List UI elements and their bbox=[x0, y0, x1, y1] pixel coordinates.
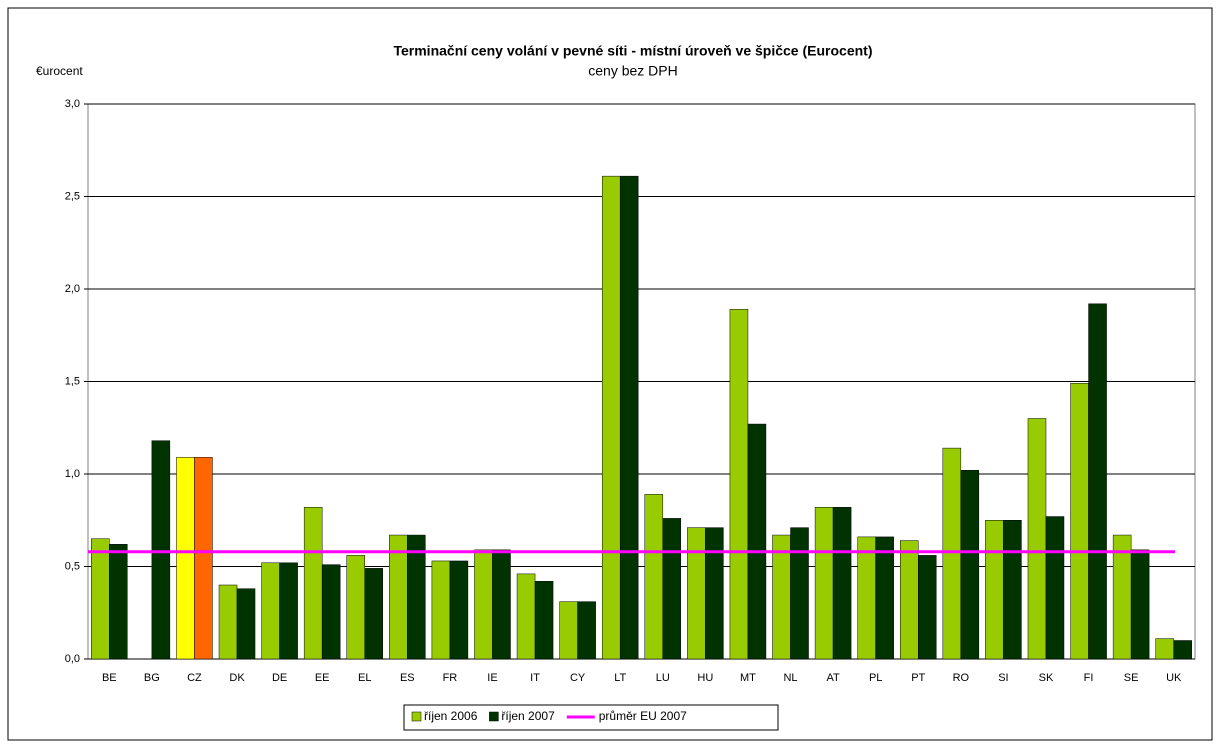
x-tick-label: EL bbox=[358, 672, 371, 684]
bar bbox=[151, 440, 171, 660]
bar bbox=[857, 536, 876, 660]
bar bbox=[900, 540, 919, 660]
y-tick-label: 2,5 bbox=[65, 190, 80, 202]
y-tick-label: 2,0 bbox=[65, 283, 80, 295]
x-tick-label: MT bbox=[740, 672, 756, 684]
legend-label: průměr EU 2007 bbox=[599, 709, 687, 723]
x-tick-label: BE bbox=[102, 672, 117, 684]
chart-title: Terminační ceny volání v pevné síti - mí… bbox=[393, 43, 872, 59]
bar bbox=[790, 527, 809, 660]
x-tick-label: SI bbox=[998, 672, 1008, 684]
bar bbox=[918, 555, 937, 660]
bar bbox=[389, 534, 408, 660]
bar bbox=[516, 573, 536, 660]
x-tick-label: AT bbox=[826, 672, 840, 684]
x-tick-label: CZ bbox=[187, 672, 202, 684]
y-tick-label: 3,0 bbox=[65, 98, 80, 110]
bar bbox=[960, 470, 980, 660]
bar bbox=[109, 544, 128, 660]
bar bbox=[431, 560, 451, 660]
bar bbox=[772, 534, 791, 660]
x-tick-label: BG bbox=[144, 672, 160, 684]
bar bbox=[261, 562, 280, 660]
x-tick-label: IT bbox=[530, 672, 540, 684]
x-tick-label: ES bbox=[400, 672, 415, 684]
legend-label: říjen 2006 bbox=[424, 709, 478, 723]
bar bbox=[218, 584, 238, 660]
bar bbox=[534, 581, 554, 660]
bar bbox=[559, 601, 578, 660]
x-tick-label: PT bbox=[911, 672, 925, 684]
bar bbox=[1155, 638, 1174, 660]
bar bbox=[875, 536, 894, 660]
bar bbox=[662, 518, 682, 660]
bar bbox=[601, 175, 621, 660]
bar bbox=[1045, 516, 1065, 660]
bar bbox=[407, 534, 426, 660]
x-tick-label: IE bbox=[487, 672, 497, 684]
x-tick-label: NL bbox=[783, 672, 797, 684]
x-tick-label: LU bbox=[656, 672, 670, 684]
bar bbox=[346, 555, 365, 660]
bar bbox=[492, 549, 511, 660]
bar bbox=[705, 527, 724, 660]
x-tick-label: DK bbox=[229, 672, 245, 684]
y-axis-label: €urocent bbox=[36, 64, 83, 78]
x-tick-label: HU bbox=[697, 672, 713, 684]
x-tick-label: FI bbox=[1084, 672, 1094, 684]
bar bbox=[747, 423, 767, 660]
y-tick-label: 1,5 bbox=[65, 375, 80, 387]
bar bbox=[1027, 418, 1047, 660]
bar bbox=[729, 309, 749, 660]
bar bbox=[279, 562, 298, 660]
y-tick-label: 0,0 bbox=[65, 653, 80, 665]
bar bbox=[577, 601, 596, 660]
bar bbox=[194, 457, 213, 660]
bar bbox=[236, 588, 256, 660]
x-tick-label: UK bbox=[1166, 672, 1182, 684]
bar bbox=[814, 507, 834, 660]
bar bbox=[1173, 640, 1192, 660]
bar bbox=[985, 520, 1004, 660]
legend-label: říjen 2007 bbox=[501, 709, 555, 723]
legend-swatch bbox=[411, 711, 422, 722]
x-tick-label: LT bbox=[614, 672, 626, 684]
x-tick-label: RO bbox=[953, 672, 970, 684]
bar bbox=[1112, 534, 1132, 660]
y-tick-label: 1,0 bbox=[65, 468, 80, 480]
x-tick-label: DE bbox=[272, 672, 287, 684]
bar bbox=[1088, 303, 1107, 660]
bar bbox=[474, 549, 493, 660]
bar bbox=[303, 507, 323, 660]
bar bbox=[644, 494, 664, 660]
bar bbox=[176, 457, 195, 660]
y-tick-label: 0,5 bbox=[65, 560, 80, 572]
x-tick-label: PL bbox=[869, 672, 882, 684]
bar bbox=[1003, 520, 1022, 660]
chart-subtitle: ceny bez DPH bbox=[588, 63, 677, 79]
bar bbox=[619, 175, 639, 660]
bar bbox=[942, 447, 962, 660]
legend-swatch bbox=[489, 711, 499, 722]
bar bbox=[1070, 383, 1089, 660]
bar bbox=[449, 560, 469, 660]
bar bbox=[91, 538, 110, 660]
bar bbox=[832, 507, 852, 660]
bar bbox=[687, 527, 706, 660]
x-tick-label: CY bbox=[570, 672, 586, 684]
x-tick-label: EE bbox=[315, 672, 330, 684]
bar bbox=[364, 568, 383, 660]
bar bbox=[321, 564, 341, 660]
x-tick-label: SE bbox=[1124, 672, 1139, 684]
bar bbox=[1130, 549, 1150, 660]
x-tick-label: SK bbox=[1039, 672, 1054, 684]
x-tick-label: FR bbox=[443, 672, 458, 684]
